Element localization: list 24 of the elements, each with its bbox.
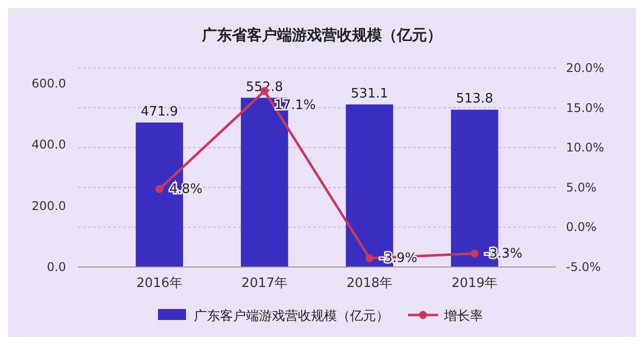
- point: [470, 249, 479, 258]
- y-tick-label: 200.0: [32, 198, 66, 213]
- data-label: -3.9%: [380, 251, 418, 266]
- data-label: 513.8: [456, 92, 494, 107]
- y-tick-label: 0.0: [46, 260, 66, 274]
- y2-tick-label: 15.0%: [566, 100, 604, 115]
- point: [366, 254, 374, 262]
- y2-tick-label: 0.0%: [566, 220, 596, 234]
- legend-label: 增长率: [443, 308, 483, 324]
- y2-tick-label: -5.0%: [566, 260, 601, 274]
- y2-tick-label: 20.0%: [566, 61, 604, 75]
- data-label: 471.9: [140, 104, 178, 120]
- legend-label: 广东客户端游戏营收规模（亿元）: [194, 308, 389, 324]
- x-tick-label: 2017年: [241, 276, 288, 291]
- chart-title: 广东省客户端游戏营收规模（亿元）: [201, 26, 442, 44]
- y2-tick-label: 5.0%: [566, 180, 596, 194]
- x-tick-label: 2016年: [136, 276, 182, 291]
- data-label: 531.1: [350, 86, 388, 102]
- y2-tick-label: 10.0%: [566, 140, 604, 155]
- point: [155, 184, 164, 193]
- x-tick-label: 2018年: [346, 276, 393, 291]
- y-tick-label: 600.0: [32, 76, 66, 90]
- y-tick-label: 400.0: [32, 138, 66, 152]
- x-tick-label: 2019年: [452, 276, 498, 291]
